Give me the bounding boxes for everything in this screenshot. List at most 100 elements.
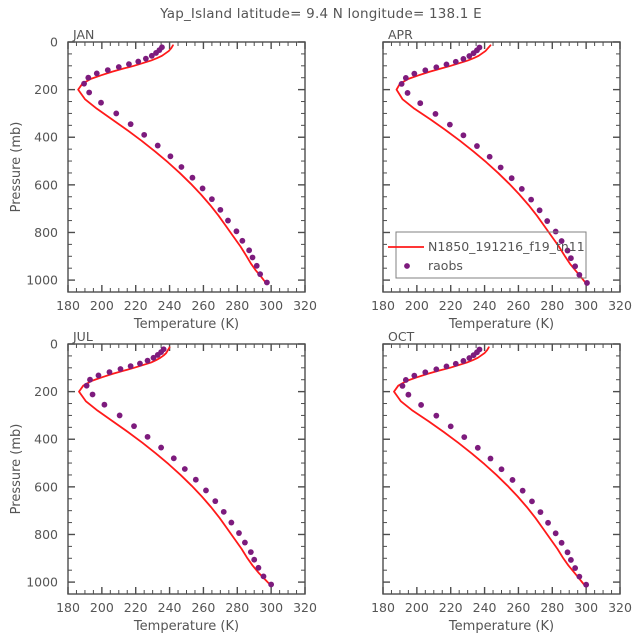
data-point xyxy=(498,466,505,473)
data-point xyxy=(251,556,258,563)
data-point xyxy=(228,519,235,526)
y-tick-label: 0 xyxy=(50,35,58,50)
data-point xyxy=(404,90,411,96)
data-point xyxy=(418,402,424,408)
x-tick-label: 240 xyxy=(473,600,497,615)
data-point xyxy=(466,53,473,59)
panel-label-apr: APR xyxy=(388,27,413,42)
data-point xyxy=(225,217,231,224)
data-point xyxy=(98,99,104,106)
y-tick-label: 0 xyxy=(50,337,58,352)
data-point xyxy=(568,557,574,563)
x-tick-label: 180 xyxy=(56,600,80,615)
x-tick-label: 320 xyxy=(608,600,632,615)
data-point xyxy=(178,164,185,170)
data-point xyxy=(461,434,468,440)
series-model-line xyxy=(78,346,271,585)
legend-box xyxy=(395,231,587,279)
data-point xyxy=(85,74,92,81)
panel-label-jan: JAN xyxy=(72,27,94,42)
data-point xyxy=(584,280,590,286)
data-point xyxy=(528,196,535,203)
data-point xyxy=(405,391,412,398)
data-point xyxy=(203,487,209,494)
x-tick-label: 260 xyxy=(506,298,530,313)
x-tick-label: 240 xyxy=(158,600,182,615)
data-point xyxy=(135,58,142,65)
y-tick-label: 800 xyxy=(34,527,58,542)
y-tick-label: 200 xyxy=(34,384,58,399)
panel-frame xyxy=(67,41,306,293)
data-point xyxy=(447,423,454,430)
panel-label-oct: OCT xyxy=(388,329,415,344)
data-point xyxy=(264,279,270,286)
panel-jan: 180 200 220 240 260 280 300 320 Temperature (K) 0… xyxy=(9,27,317,332)
x-tick-label: 260 xyxy=(191,298,215,313)
series-model-line xyxy=(395,44,587,284)
x-tick-label: 280 xyxy=(540,600,564,615)
data-point xyxy=(253,262,260,269)
data-point xyxy=(564,549,571,556)
y-tick-label: 400 xyxy=(34,432,58,447)
data-point xyxy=(583,581,590,588)
data-point xyxy=(576,271,583,278)
data-point xyxy=(217,206,224,213)
data-point xyxy=(239,237,246,244)
data-point xyxy=(558,539,565,546)
data-point xyxy=(236,530,242,536)
data-point xyxy=(83,382,90,389)
panel-apr: 180 200 220 240 260 280 300 320 Temperature (K) A… xyxy=(371,27,632,332)
data-point xyxy=(106,369,113,375)
data-point xyxy=(452,360,459,367)
data-point xyxy=(572,263,579,270)
data-point xyxy=(544,218,551,224)
panel-jul: 180 200 220 240 260 280 300 320 Temperature (K) 0… xyxy=(9,329,317,634)
data-point xyxy=(95,372,102,379)
data-point xyxy=(474,444,481,451)
x-tick-label: 280 xyxy=(540,298,564,313)
data-point xyxy=(141,131,148,138)
series-raobs-markers xyxy=(398,44,590,286)
data-point xyxy=(529,498,535,505)
data-point xyxy=(402,75,409,81)
data-point xyxy=(568,255,574,262)
data-point xyxy=(86,89,93,96)
data-point xyxy=(460,358,467,364)
legend-label-raobs: raobs xyxy=(428,258,463,273)
legend-marker-swatch xyxy=(404,263,410,269)
data-point xyxy=(249,254,256,261)
data-point xyxy=(87,376,93,383)
data-point xyxy=(474,143,480,149)
x-tick-label: 200 xyxy=(405,600,429,615)
x-tick-label: 180 xyxy=(371,600,395,615)
data-point xyxy=(519,487,526,494)
x-tick-label: 220 xyxy=(439,298,463,313)
data-point xyxy=(576,573,583,580)
data-point xyxy=(508,175,515,182)
data-point xyxy=(452,58,459,65)
data-point xyxy=(433,366,440,373)
x-tick-label: 180 xyxy=(371,298,395,313)
data-point xyxy=(417,100,424,107)
data-point xyxy=(199,185,206,192)
data-point xyxy=(181,466,188,472)
x-tick-label: 300 xyxy=(259,600,283,615)
data-point xyxy=(443,363,450,370)
data-point xyxy=(476,346,483,353)
x-tick-label: 280 xyxy=(225,298,249,313)
y-tick-label: 600 xyxy=(34,177,58,192)
data-point xyxy=(144,357,151,364)
data-point xyxy=(192,476,199,483)
data-point xyxy=(220,508,227,515)
data-point xyxy=(137,360,143,367)
data-point xyxy=(150,354,157,361)
data-point xyxy=(446,121,453,128)
y-axis-label: Pressure (mb) xyxy=(9,424,24,515)
data-point xyxy=(113,110,120,117)
data-point xyxy=(260,573,267,580)
series-model-line xyxy=(77,44,267,283)
y-tick-label: 800 xyxy=(34,225,58,240)
